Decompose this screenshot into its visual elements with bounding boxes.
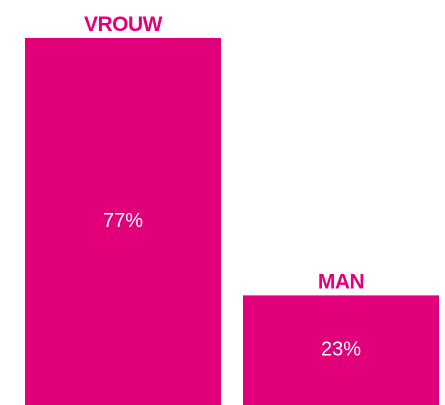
- bar: [25, 38, 221, 405]
- category-label: VROUW: [84, 13, 163, 36]
- value-label: 23%: [321, 338, 361, 360]
- value-label: 77%: [103, 210, 143, 232]
- bar: [243, 295, 439, 405]
- category-label: MAN: [318, 270, 364, 293]
